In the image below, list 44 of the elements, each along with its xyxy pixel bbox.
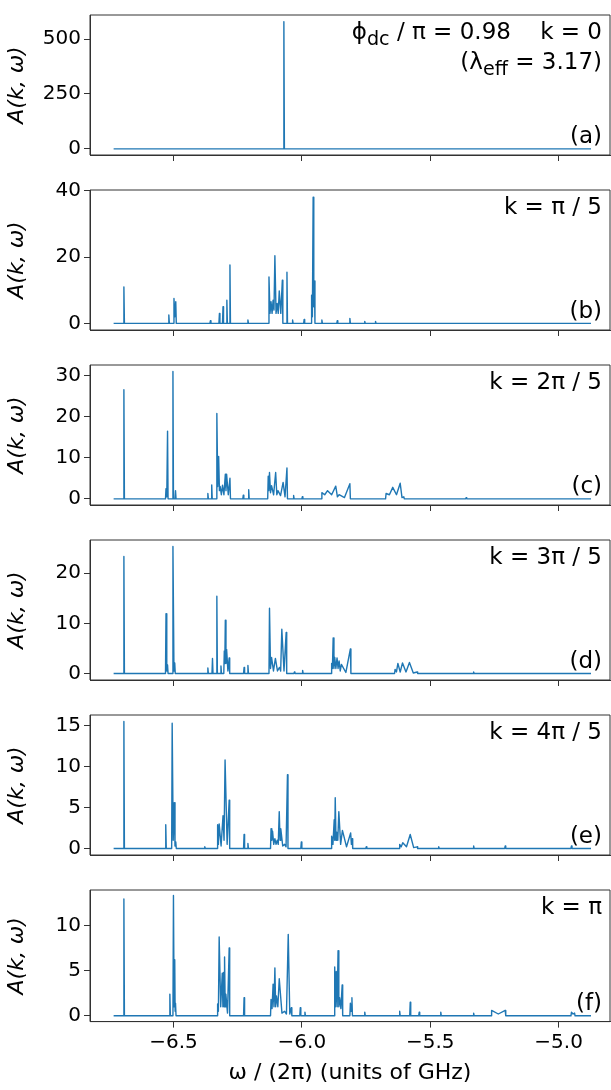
y-tick-label: 20 (55, 402, 81, 427)
x-tick-label: −5.5 (405, 1028, 455, 1053)
y-tick-label: 500 (42, 25, 81, 50)
y-tick-label: 250 (42, 80, 81, 105)
annotation: k = π / 5 (503, 192, 602, 221)
y-tick-label: 5 (68, 956, 81, 981)
x-tick-label: −6.0 (277, 1028, 327, 1053)
y-tick-label: 0 (68, 485, 81, 510)
y-tick-label: 0 (68, 834, 81, 859)
y-axis-title: A(k, ω) (2, 221, 28, 301)
annotation: k = π (540, 892, 602, 921)
y-tick-label: 10 (55, 443, 81, 468)
y-tick-label: 20 (55, 559, 81, 584)
x-tick-label: −5.0 (534, 1028, 583, 1053)
y-tick-label: 40 (55, 176, 81, 201)
y-tick-label: 0 (68, 135, 81, 160)
x-axis-title: ω / (2π) (units of GHz) (228, 1058, 472, 1084)
y-tick-label: 0 (68, 309, 81, 334)
annotation: (e) (569, 821, 602, 850)
annotation: (b) (569, 296, 602, 325)
y-tick-label: 10 (55, 911, 81, 936)
annotation: k = 4π / 5 (489, 717, 602, 746)
annotation: k = 3π / 5 (489, 542, 602, 571)
y-axis-title: A(k, ω) (2, 46, 28, 126)
y-tick-label: 20 (55, 243, 81, 268)
x-tick-label: −6.5 (149, 1028, 198, 1053)
annotation: (a) (569, 121, 602, 150)
y-tick-label: 0 (68, 659, 81, 684)
y-tick-label: 5 (68, 793, 81, 818)
y-tick-label: 10 (55, 609, 81, 634)
y-tick-label: 10 (55, 752, 81, 777)
annotation: (f) (575, 987, 602, 1017)
y-tick-label: 0 (68, 1002, 81, 1027)
annotation: ϕ$_{dc}$ / π = 0.98 k = 0 (351, 18, 602, 50)
y-axis-title: A(k, ω) (2, 746, 28, 826)
y-tick-label: 15 (55, 711, 81, 736)
annotation: k = 2π / 5 (489, 367, 602, 396)
y-tick-label: 30 (55, 361, 81, 386)
y-axis-title: A(k, ω) (2, 571, 28, 651)
annotation: (c) (571, 471, 602, 500)
annotation: (λ$_{eff}$ = 3.17) (460, 47, 602, 82)
y-axis-title: A(k, ω) (2, 396, 28, 476)
y-axis-title: A(k, ω) (2, 917, 28, 997)
annotation: (d) (569, 646, 602, 675)
